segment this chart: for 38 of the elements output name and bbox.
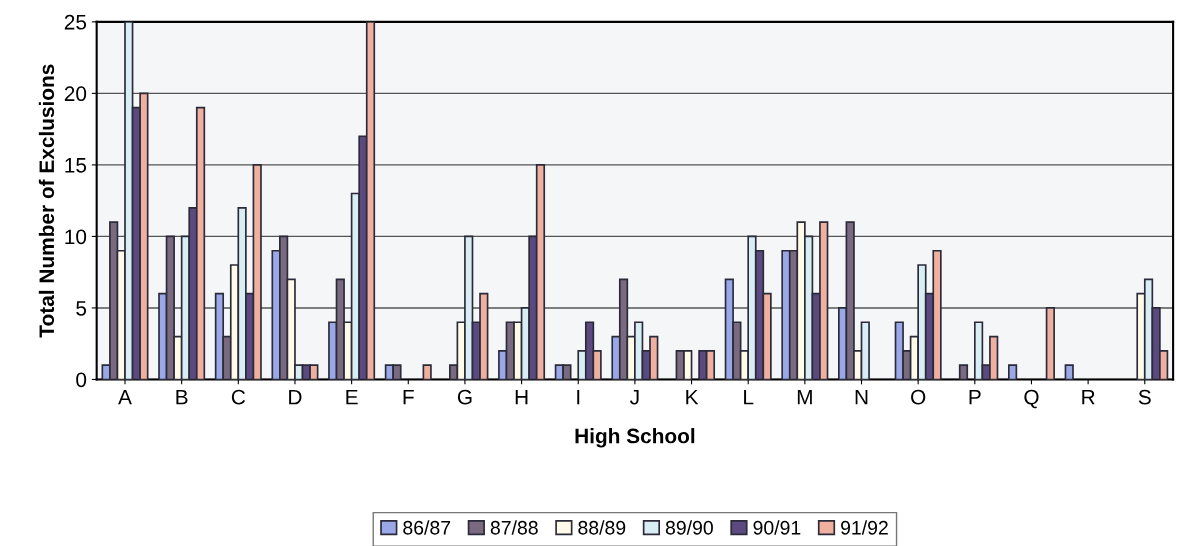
x-tick-label: O [911, 389, 926, 405]
x-tick-label: F [403, 389, 414, 405]
legend-label: 90/91 [753, 520, 801, 535]
x-tick-label: E [346, 389, 358, 405]
x-tick-label: N [855, 389, 868, 405]
x-tick-label: P [969, 389, 981, 405]
y-tick-label: 25 [64, 14, 87, 30]
x-tick-label: L [744, 389, 754, 405]
y-tick-label: 0 [76, 372, 87, 388]
x-tick-label: I [577, 389, 580, 405]
bar [1045, 307, 1055, 380]
x-tick-label: M [797, 389, 812, 405]
x-tick-label: G [457, 389, 472, 405]
y-tick-label: 20 [64, 86, 87, 102]
x-tick-label: R [1082, 389, 1095, 405]
x-tick-label: J [630, 389, 639, 405]
x-tick-label: H [515, 389, 528, 405]
legend-label: 89/90 [665, 520, 713, 535]
y-tick-label: 10 [65, 229, 87, 245]
x-tick-label: C [231, 389, 246, 405]
bar [422, 364, 432, 380]
x-tick-label: S [1138, 389, 1151, 405]
bar [958, 364, 969, 380]
x-tick-label: K [686, 389, 699, 405]
bar [1007, 364, 1018, 380]
legend-label: 87/88 [490, 520, 538, 535]
x-tick-label: A [118, 389, 132, 405]
y-tick-label: 5 [76, 301, 87, 316]
bar [1064, 364, 1074, 380]
y-tick-label: 15 [65, 158, 87, 173]
legend-label: 91/92 [841, 520, 888, 535]
x-axis-title: High School [575, 428, 695, 448]
legend-label: 86/87 [403, 520, 451, 535]
x-tick-label: Q [1024, 389, 1039, 409]
x-tick-label: D [289, 389, 302, 405]
legend-label: 88/89 [578, 520, 626, 535]
y-axis-title: Total Number of Exclusions [38, 64, 55, 338]
x-tick-label: B [176, 389, 188, 405]
